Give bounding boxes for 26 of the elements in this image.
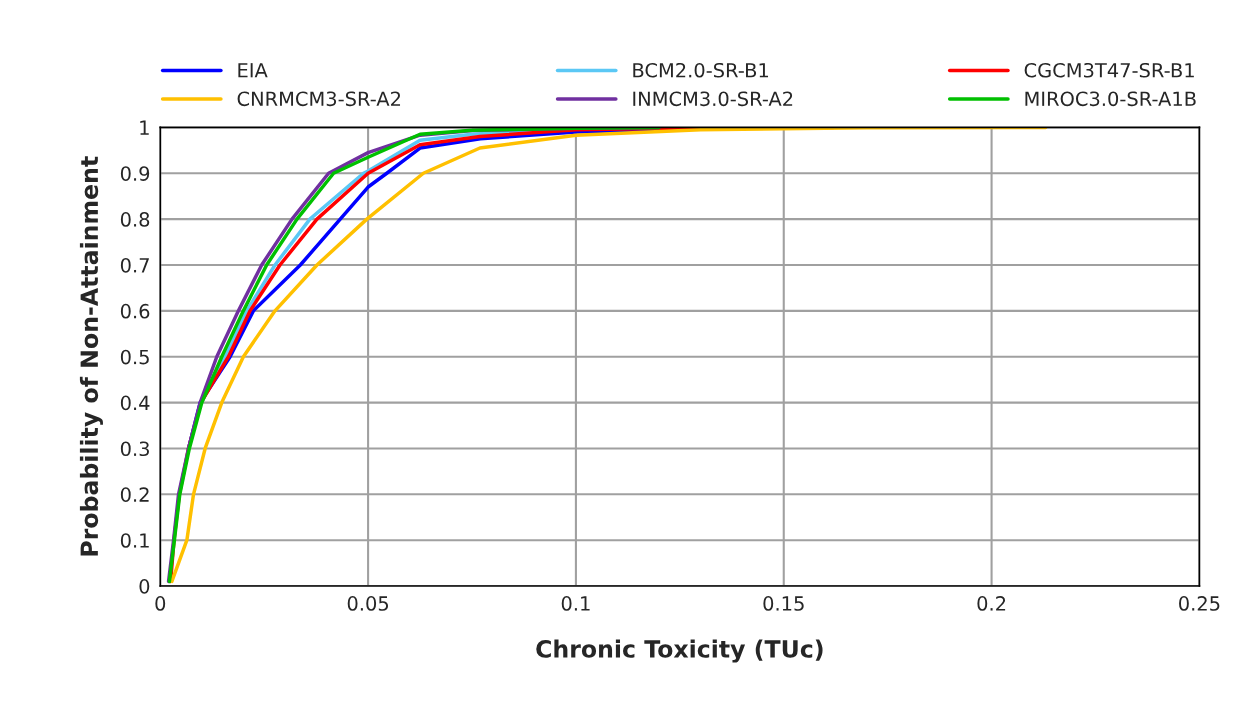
y-tick-label: 0.1 [120,533,149,548]
line-series [170,127,1048,584]
legend-label: MIROC3.0-SR-A1B [1025,91,1196,107]
y-tick-label: 0.3 [120,441,149,457]
legend-label: CNRMCM3-SR-A2 [237,91,401,107]
x-axis-title: Chronic Toxicity (TUc) [536,639,823,663]
legend-label: EIA [238,63,268,78]
x-tick-label: 0.15 [763,596,804,611]
y-tick-label: 0.6 [120,303,150,319]
y-tick-label: 0.4 [120,395,150,411]
y-tick-label: 0.9 [120,166,150,181]
x-tick-label: 0.25 [1179,596,1220,611]
x-tick-label: 0.05 [347,596,389,611]
y-tick-label: 1 [140,120,149,135]
y-axis-title: Probability of Non-Attainment [79,156,103,556]
x-tick-label: 0.1 [561,596,590,611]
legend-label: BCM2.0-SR-B1 [633,62,769,78]
y-tick-label: 0.2 [120,487,149,502]
y-tick-label: 0.7 [120,257,149,273]
y-tick-label: 0.5 [120,349,149,365]
legend-label: INMCM3.0-SR-A2 [633,91,793,107]
x-tick-label: 0.2 [977,596,1006,611]
legend-label: CGCM3T47-SR-B1 [1024,62,1194,78]
y-tick-label: 0 [139,579,150,594]
y-tick-label: 0.8 [120,212,150,227]
x-tick-label: 0 [155,596,166,611]
